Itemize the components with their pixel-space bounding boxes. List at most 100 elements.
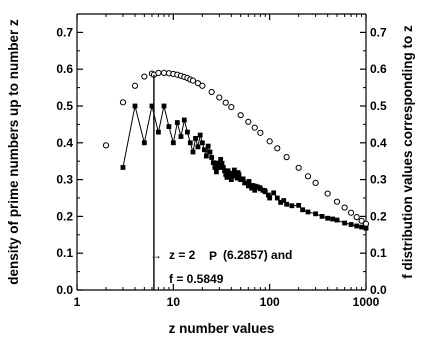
y-tick-label-left: 0.0 — [56, 283, 73, 297]
square-point — [278, 200, 284, 205]
square-point — [296, 202, 302, 208]
square-point — [231, 167, 237, 173]
y-tick-label-right: 0.4 — [370, 136, 387, 150]
tick-labels: 0.0 0.0 0.1 0.1 0.2 0.2 0.3 0.3 0.4 0.4 0.5 0.5 0.6 0… — [56, 25, 387, 309]
circle-point — [304, 173, 312, 180]
square-point — [245, 183, 251, 189]
circle-point — [274, 145, 281, 152]
square-point — [274, 195, 280, 201]
series-squares — [120, 103, 369, 231]
square-point — [242, 180, 248, 186]
square-point — [330, 216, 335, 222]
square-point — [223, 172, 229, 177]
square-point — [181, 117, 187, 123]
square-point — [230, 173, 236, 179]
circle-point — [237, 112, 244, 119]
square-point — [305, 209, 311, 215]
square-point — [197, 132, 203, 138]
square-point — [203, 153, 209, 159]
square-point — [170, 140, 176, 146]
square-point — [325, 215, 331, 221]
square-point — [252, 187, 258, 193]
circle-point — [347, 209, 355, 216]
square-point — [229, 170, 235, 176]
ticks — [76, 13, 367, 291]
circle-point — [119, 99, 127, 106]
square-point — [185, 129, 190, 135]
x-tick-label: 100 — [260, 295, 280, 309]
x-tick-label: 1000 — [353, 295, 380, 309]
annotation-arrow: → — [150, 248, 162, 262]
circle-point — [324, 190, 331, 197]
square-point — [265, 192, 271, 198]
square-point — [190, 149, 196, 155]
series-group — [102, 69, 370, 231]
y-tick-label-right: 0.6 — [370, 62, 387, 76]
square-point — [313, 211, 319, 217]
square-point — [300, 207, 306, 213]
circle-point — [312, 179, 319, 187]
square-point — [195, 144, 201, 150]
square-point — [222, 168, 227, 174]
square-point — [187, 140, 193, 146]
square-point — [120, 165, 126, 170]
square-point — [225, 168, 231, 174]
square-point — [363, 225, 369, 231]
square-point — [348, 222, 354, 227]
circle-point — [199, 82, 206, 89]
y-tick-label-right: 0.7 — [370, 25, 387, 39]
annotation-line1-prefix: z = 2 — [169, 248, 196, 262]
square-point — [271, 190, 277, 196]
square-point — [205, 143, 211, 149]
square-point — [240, 176, 246, 182]
y-tick-label-right: 0.2 — [370, 209, 387, 223]
square-point — [209, 155, 215, 160]
circle-point — [189, 77, 197, 84]
circle-point — [245, 118, 252, 125]
square-point — [262, 189, 268, 195]
circle-point — [362, 220, 370, 227]
circle-point — [228, 104, 235, 111]
square-point — [216, 165, 222, 170]
square-point — [141, 140, 147, 146]
circle-point — [341, 204, 348, 211]
circle-point — [194, 80, 202, 87]
circle-point — [353, 214, 360, 221]
y-tick-label-right: 0.1 — [370, 246, 387, 260]
y-tick-label-left: 0.1 — [56, 246, 73, 260]
square-point — [228, 177, 234, 182]
annotation-symbol: P — [209, 249, 217, 263]
square-point — [234, 175, 240, 181]
y-axis-label-right: f distribution values corresponding to z — [400, 25, 415, 279]
circle-point — [257, 129, 264, 136]
annotation-line1-suffix: (6.2857) and — [223, 248, 292, 262]
square-point — [199, 140, 205, 146]
y-tick-label-left: 0.5 — [56, 99, 73, 113]
square-point — [156, 129, 161, 135]
square-point — [224, 174, 230, 180]
y-tick-label-right: 0.0 — [370, 283, 387, 297]
circle-point — [333, 198, 341, 205]
square-point — [201, 147, 207, 153]
annotation: → z = 2 P (6.2857) and f = 0.5849 — [150, 248, 292, 286]
square-point — [354, 223, 360, 229]
square-point — [218, 156, 224, 162]
circle-point — [216, 94, 223, 101]
circle-point — [283, 154, 290, 161]
square-point — [193, 135, 198, 141]
square-point — [233, 173, 239, 178]
x-tick-label: 1 — [74, 295, 81, 309]
circle-point — [160, 69, 168, 76]
y-axis-label-left: density of prime numbers up to number z — [6, 19, 21, 285]
square-point — [220, 165, 226, 170]
y-tick-label-left: 0.2 — [56, 209, 73, 223]
square-point — [246, 179, 252, 184]
square-point — [359, 224, 364, 230]
circle-point — [266, 138, 273, 145]
square-point — [226, 171, 232, 177]
square-point — [289, 203, 295, 209]
circle-point — [295, 164, 302, 171]
square-point — [284, 201, 290, 207]
square-point — [236, 172, 242, 178]
